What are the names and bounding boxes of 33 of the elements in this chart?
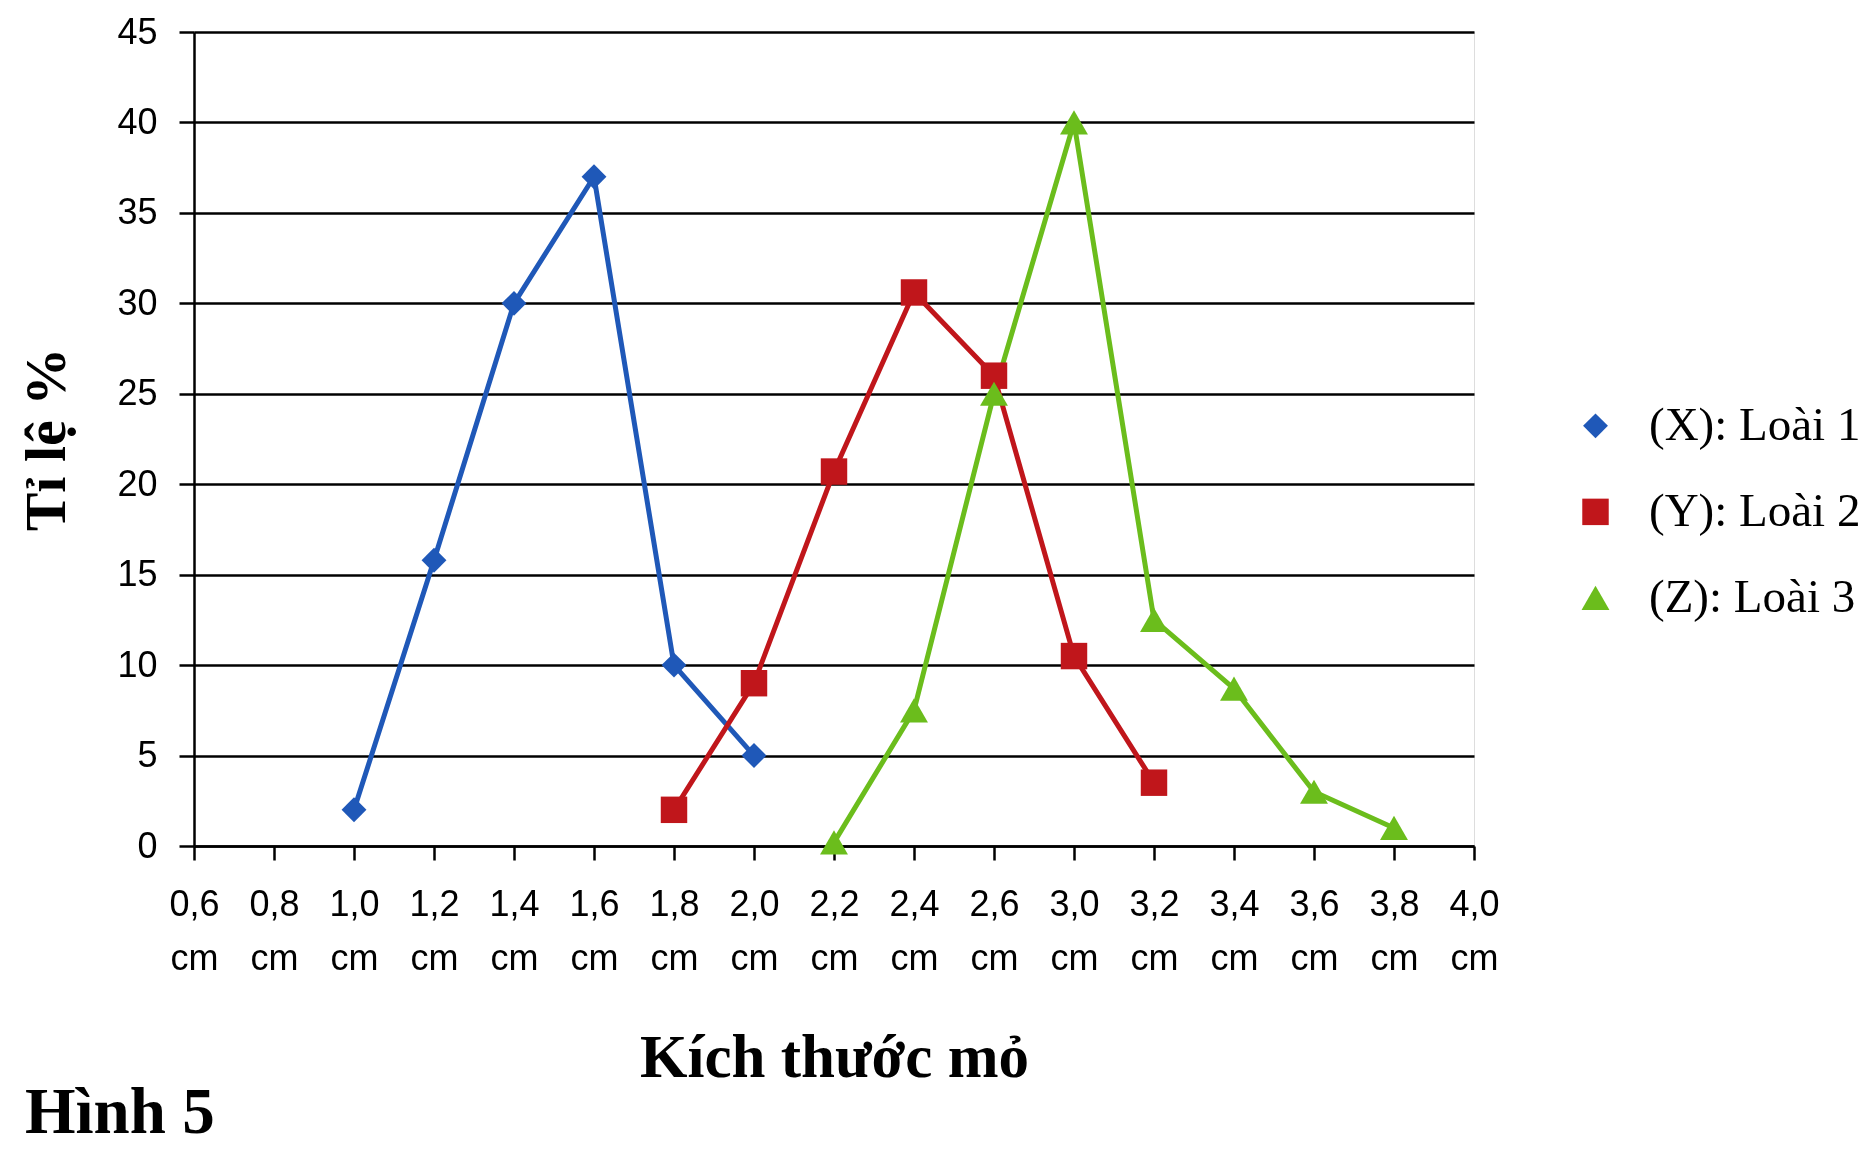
x-tick-label: 2,0 cm [729, 882, 780, 978]
legend-label: (X): Loài 1 [1649, 397, 1861, 450]
y-tick-label: 5 [137, 734, 158, 776]
y-tick-label: 30 [117, 281, 158, 323]
x-tick-label: 2,6 cm [969, 882, 1020, 978]
y-axis-title: Tỉ lệ % [13, 347, 79, 532]
x-tick-label: 3,0 cm [1049, 882, 1100, 978]
y-tick-label: 20 [117, 462, 158, 504]
y-tick-label: 40 [117, 100, 158, 142]
x-tick-label: 3,6 cm [1289, 882, 1340, 978]
y-tick-label: 15 [117, 553, 158, 595]
x-axis-title: Kích thước mỏ [640, 1022, 1029, 1090]
legend-label: (Z): Loài 3 [1649, 569, 1856, 622]
x-tick-label: 1,6 cm [569, 882, 620, 978]
x-tick-label: 2,2 cm [809, 882, 860, 978]
x-tick-label: 1,8 cm [649, 882, 700, 978]
x-tick-label: 1,0 cm [329, 882, 380, 978]
x-tick-label: 3,4 cm [1209, 882, 1260, 978]
x-tick-label: 3,2 cm [1129, 882, 1180, 978]
x-tick-label: 0,8 cm [249, 882, 300, 978]
x-tick-label: 1,2 cm [409, 882, 460, 978]
y-tick-label: 0 [137, 824, 158, 866]
y-tick-label: 25 [117, 372, 158, 414]
y-tick-label: 10 [117, 643, 158, 685]
legend-label: (Y): Loài 2 [1649, 483, 1861, 536]
x-tick-label: 2,4 cm [889, 882, 940, 978]
x-tick-label: 3,8 cm [1369, 882, 1420, 978]
y-tick-label: 35 [117, 191, 158, 233]
x-tick-label: 4,0 cm [1449, 882, 1500, 978]
x-tick-label: 1,4 cm [489, 882, 540, 978]
x-tick-label: 0,6 cm [169, 882, 220, 978]
text: Hình 5 [24, 1075, 215, 1147]
y-tick-label: 45 [117, 10, 158, 52]
